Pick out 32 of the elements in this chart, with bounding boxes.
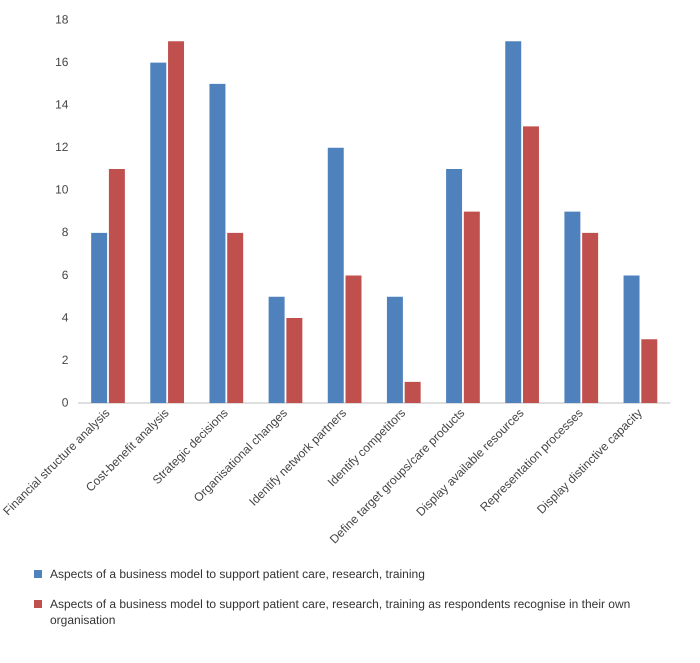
legend-label: Aspects of a business model to support patient care, research, training bbox=[50, 566, 425, 582]
bar bbox=[641, 339, 658, 404]
bar bbox=[522, 126, 539, 404]
bar bbox=[404, 382, 421, 404]
bar bbox=[564, 212, 580, 404]
bar bbox=[168, 41, 184, 404]
bar bbox=[505, 41, 522, 404]
bar bbox=[286, 318, 302, 404]
bar bbox=[108, 169, 125, 404]
y-tick-label: 16 bbox=[55, 54, 69, 69]
y-tick-label: 4 bbox=[62, 310, 69, 324]
bar bbox=[346, 275, 362, 404]
bar bbox=[464, 212, 480, 404]
y-tick-label: 10 bbox=[55, 182, 69, 197]
bar bbox=[91, 232, 108, 404]
y-tick-label: 2 bbox=[62, 352, 69, 367]
y-tick-label: 18 bbox=[55, 12, 69, 26]
bar bbox=[227, 232, 244, 404]
bar bbox=[446, 169, 462, 404]
y-tick-label: 14 bbox=[55, 97, 69, 112]
bar bbox=[209, 84, 226, 404]
bar bbox=[328, 148, 344, 404]
bar bbox=[582, 232, 598, 404]
bar bbox=[268, 296, 285, 404]
bar bbox=[150, 62, 166, 404]
y-tick-label: 8 bbox=[62, 225, 69, 240]
bar bbox=[386, 296, 403, 404]
y-tick-label: 12 bbox=[55, 140, 69, 154]
bar bbox=[624, 275, 640, 404]
legend-label: Aspects of a business model to support patient care, research, training as respondents recognise in their own organisation bbox=[50, 596, 632, 628]
y-tick-label: 6 bbox=[62, 268, 69, 282]
y-tick-label: 0 bbox=[62, 395, 69, 410]
